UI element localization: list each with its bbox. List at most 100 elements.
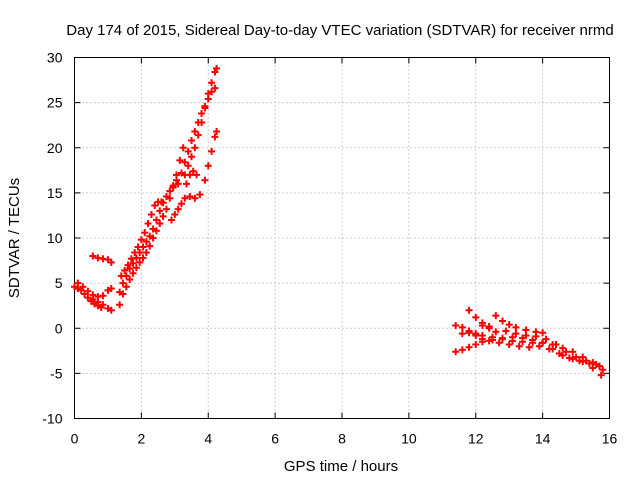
data-point [178, 200, 185, 208]
data-point [562, 348, 570, 356]
data-point [142, 248, 150, 256]
data-point [74, 279, 82, 287]
data-point [213, 128, 221, 136]
data-point [162, 205, 170, 213]
data-point [84, 294, 92, 302]
data-point [492, 328, 500, 336]
x-tick-label: 10 [401, 431, 417, 447]
data-point [465, 343, 473, 351]
data-point [535, 342, 543, 350]
data-point [116, 301, 124, 309]
data-point [478, 335, 486, 343]
y-tick-label: 0 [55, 320, 63, 336]
data-point [485, 337, 493, 345]
data-point [172, 176, 180, 184]
x-tick-label: 2 [137, 431, 145, 447]
data-point [144, 220, 152, 228]
data-point [181, 158, 189, 166]
data-point [166, 187, 174, 195]
data-point [188, 153, 196, 161]
data-point [186, 171, 194, 179]
x-tick-label: 14 [535, 431, 551, 447]
data-point [499, 334, 506, 342]
data-point [179, 144, 187, 152]
data-point [157, 198, 165, 206]
data-point [495, 339, 503, 347]
data-point [171, 211, 179, 219]
data-point [515, 342, 523, 350]
data-point [117, 272, 125, 280]
data-point [188, 137, 196, 145]
data-point [539, 339, 547, 347]
data-point [492, 312, 500, 320]
data-point [552, 340, 560, 348]
y-tick-label: 5 [55, 275, 63, 291]
data-point [137, 236, 145, 244]
data-point [196, 191, 204, 199]
data-point [204, 162, 212, 170]
data-point [208, 147, 216, 155]
data-point [532, 328, 540, 336]
data-point [141, 229, 149, 237]
data-point [107, 306, 115, 314]
data-point [129, 269, 137, 277]
data-point [126, 276, 134, 284]
data-point [89, 252, 97, 260]
data-point [559, 344, 567, 352]
data-point [186, 192, 194, 200]
data-point [159, 212, 167, 220]
data-point [152, 216, 160, 224]
data-point [472, 313, 480, 321]
data-point [545, 345, 553, 353]
x-tick-label: 12 [468, 431, 484, 447]
y-axis-label: SDTVAR / TECUs [6, 178, 23, 298]
data-point [97, 303, 105, 311]
data-point [119, 279, 127, 287]
data-points-layer [71, 64, 607, 379]
data-point [575, 357, 583, 365]
x-tick-label: 8 [338, 431, 346, 447]
data-point [539, 329, 547, 337]
data-point [193, 171, 201, 179]
data-point [174, 180, 182, 188]
data-point [589, 364, 597, 372]
data-point [184, 147, 192, 155]
data-point [146, 242, 154, 250]
x-tick-label: 6 [271, 431, 279, 447]
data-point [211, 133, 219, 141]
data-point [211, 68, 219, 76]
data-point [84, 287, 92, 295]
data-point [599, 366, 607, 374]
data-point [99, 292, 107, 300]
data-point [525, 343, 533, 351]
data-point [505, 321, 513, 329]
data-point [509, 333, 517, 341]
data-point [512, 323, 520, 331]
data-point [131, 248, 139, 256]
data-point [136, 258, 144, 266]
data-point [198, 109, 206, 117]
data-point [127, 255, 135, 263]
data-point [191, 194, 199, 202]
data-point [213, 64, 221, 72]
data-point [512, 330, 520, 338]
data-point [485, 322, 493, 330]
data-point [77, 286, 85, 294]
data-point [126, 265, 134, 273]
data-point [572, 353, 580, 361]
x-tick-label: 4 [204, 431, 212, 447]
data-point [167, 216, 175, 224]
data-point [129, 259, 137, 267]
data-point [201, 176, 209, 184]
data-point [458, 330, 466, 338]
data-point [542, 335, 550, 343]
data-point [146, 232, 154, 240]
data-point [465, 306, 473, 314]
data-point [134, 243, 142, 251]
data-point [189, 167, 197, 175]
y-tick-label: 25 [47, 95, 63, 111]
chart-title: Day 174 of 2015, Sidereal Day-to-day VTE… [66, 22, 613, 39]
data-point [465, 329, 473, 337]
data-point [107, 285, 115, 293]
